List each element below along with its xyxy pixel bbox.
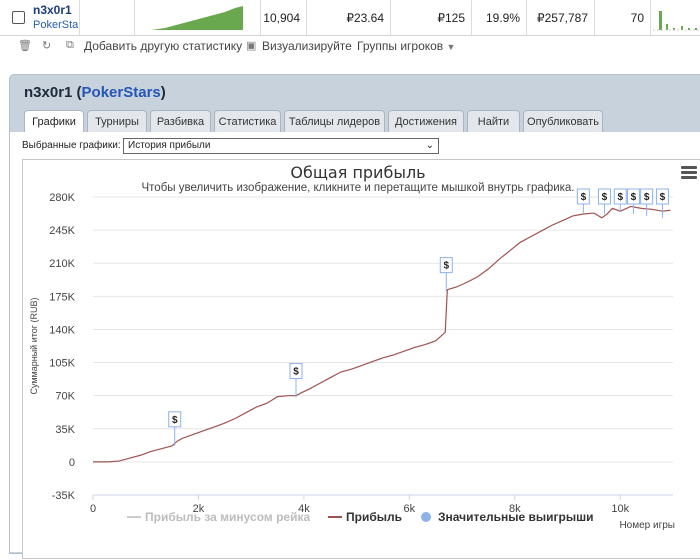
refresh-icon[interactable]: ↻: [42, 40, 52, 52]
chart-select-label: Выбранные графики:: [22, 140, 121, 151]
chart-select[interactable]: История прибыли ⌄: [123, 138, 439, 154]
profit-chart: -35K 0 35K 70K 105K 140K 175K 210K 245K 280K 0 2k 4k…: [29, 188, 675, 531]
panel-body: Выбранные графики: История прибыли ⌄ Общ…: [10, 132, 700, 559]
tab-find[interactable]: Найти: [467, 110, 520, 132]
tab-breakdown[interactable]: Разбивка: [150, 110, 211, 132]
legend-wins-label: Значительные выигрыши: [438, 510, 594, 524]
x-tick-label: 0: [90, 503, 96, 515]
x-tick-label: 6k: [404, 503, 416, 515]
hands-value: 10,904: [261, 0, 307, 36]
add-stats-button[interactable]: Добавить другую статистику: [84, 39, 243, 53]
panel-site-link[interactable]: PokerStars: [81, 84, 161, 101]
significant-win-flag: [626, 188, 640, 205]
avg-buyin-value: ₽23.64: [307, 0, 391, 36]
significant-win-flag: [640, 188, 654, 205]
significant-win-flag: [168, 411, 182, 428]
y-tick-label: -35K: [52, 490, 76, 502]
panel-player-name: n3x0r1: [24, 84, 73, 101]
profit-value: ₽257,787: [527, 0, 595, 36]
max-buyin-value: ₽125: [391, 0, 472, 36]
y-tick-label: 140K: [49, 324, 75, 336]
mini-bar-chart: [653, 11, 700, 31]
y-tick-label: 105K: [49, 358, 75, 370]
chart-subtitle: Чтобы увеличить изображение, кликните и …: [141, 182, 575, 194]
y-tick-label: 280K: [49, 192, 75, 204]
profit-series-line: [93, 205, 671, 463]
x-tick-label: 8k: [509, 503, 521, 515]
significant-win-flag: [597, 188, 611, 205]
significant-win-flag: [576, 188, 590, 205]
copy-icon: ⧉: [66, 39, 74, 51]
y-axis-title: Суммарный итог (RUB): [29, 297, 39, 394]
significant-win-label: $: [617, 192, 623, 203]
player-cell: [0, 0, 80, 36]
legend-wins-symbol: [421, 512, 431, 522]
significant-win-flag: [613, 188, 627, 205]
profit-sparkline: [151, 6, 243, 30]
y-tick-label: 245K: [49, 225, 75, 237]
player-site-link[interactable]: PokerStars: [33, 19, 78, 31]
significant-win-label: $: [443, 261, 449, 272]
significant-win-flag: [289, 363, 303, 380]
significant-win-flag: [655, 188, 669, 205]
roi-value: 19.9%: [472, 0, 527, 36]
visualize-button[interactable]: Визуализируйте: [262, 39, 352, 53]
player-summary-row: n3x0r1 PokerStars 10,904 ₽23.64 ₽125 19.…: [0, 0, 700, 36]
significant-win-label: $: [172, 415, 178, 426]
caret-down-icon: ▼: [446, 42, 456, 52]
trash-icon[interactable]: 🗑: [18, 40, 32, 52]
y-tick-label: 70K: [55, 391, 75, 403]
y-tick-label: 210K: [49, 258, 75, 270]
percentile-value: 70: [595, 0, 651, 36]
y-tick-label: 175K: [49, 291, 75, 303]
chart-container[interactable]: Общая прибыль Чтобы увеличить изображени…: [22, 159, 700, 559]
player-name-link[interactable]: n3x0r1: [33, 3, 72, 17]
legend-profit-label: Прибыль: [346, 510, 402, 524]
y-tick-label: 35K: [55, 424, 75, 436]
spacer-cell: [80, 0, 135, 36]
sparkline-cell: [135, 0, 261, 36]
chart-select-value: История прибыли: [128, 140, 211, 151]
significant-win-label: $: [602, 192, 608, 203]
x-tick-label: 2k: [193, 503, 205, 515]
results-toolbar: 🗑 ↻ ⧉ Добавить другую статистику ▣ Визуа…: [0, 36, 700, 56]
tab-achievements[interactable]: Достижения: [388, 110, 464, 132]
player-groups-label: Группы игроков: [357, 39, 444, 53]
mini-bar-cell: [651, 0, 700, 36]
chevron-down-icon: ⌄: [425, 140, 434, 151]
significant-win-label: $: [581, 192, 587, 203]
significant-win-label: $: [631, 192, 637, 203]
x-axis-title: Номер игры: [619, 520, 675, 531]
tab-tournaments[interactable]: Турниры: [87, 110, 147, 132]
chart-title: Общая прибыль: [290, 163, 426, 182]
tab-statistics[interactable]: Статистика: [214, 110, 281, 132]
image-icon: ▣: [246, 40, 257, 52]
x-tick-label: 10k: [611, 503, 629, 515]
player-panel: n3x0r1 (PokerStars) Графики Турниры Разб…: [9, 74, 700, 559]
chart-menu-icon[interactable]: [681, 166, 697, 181]
significant-win-label: $: [293, 367, 299, 378]
x-tick-label: 4k: [298, 503, 310, 515]
player-groups-dropdown[interactable]: Группы игроков ▼: [357, 39, 455, 53]
y-tick-label: 0: [69, 457, 75, 469]
legend-rake-label: Прибыль за минусом рейка: [145, 510, 310, 524]
significant-win-label: $: [644, 192, 650, 203]
significant-win-flag: [439, 257, 453, 274]
tab-publish[interactable]: Опубликовать: [523, 110, 603, 132]
tab-leaderboards[interactable]: Таблицы лидеров: [284, 110, 385, 132]
panel-title: n3x0r1 (PokerStars): [24, 84, 166, 101]
tab-charts[interactable]: Графики: [24, 110, 84, 133]
select-row-checkbox[interactable]: [12, 11, 25, 24]
significant-win-label: $: [660, 192, 666, 203]
